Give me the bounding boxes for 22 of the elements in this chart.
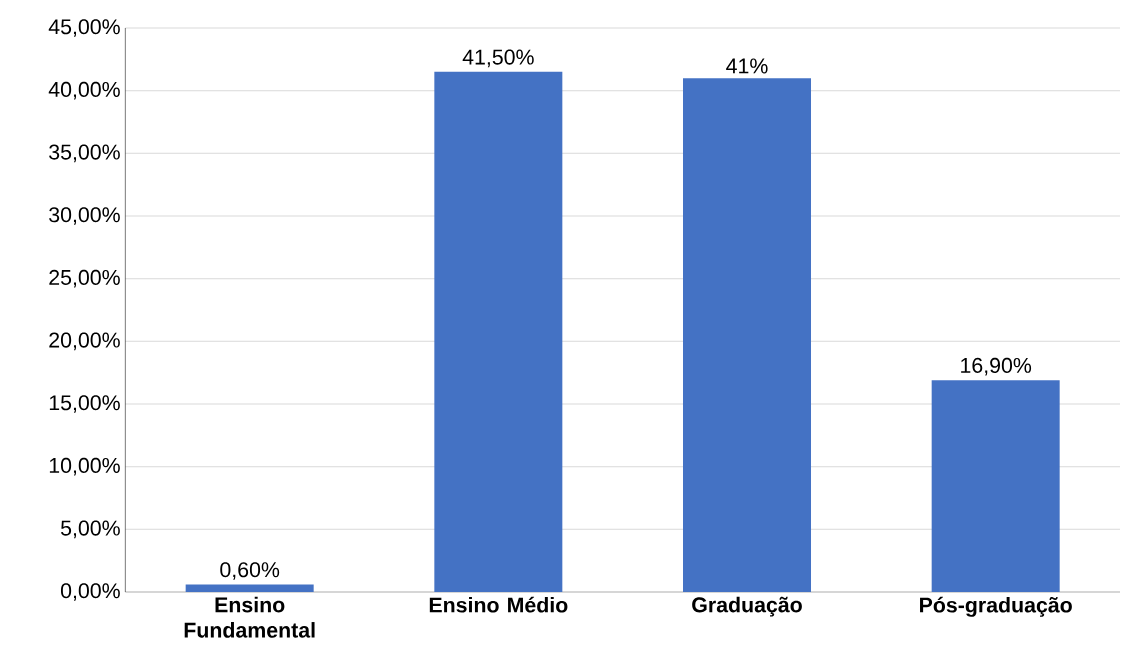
x-tick-label: Ensino Fundamental: [184, 596, 315, 638]
y-tick-label: 35,00%: [49, 144, 120, 163]
data-label: 0,60%: [220, 562, 280, 580]
data-label: 41%: [726, 58, 768, 74]
bar: [434, 71, 563, 592]
y-tick-label: 25,00%: [49, 269, 120, 288]
bar: [683, 78, 812, 592]
y-tick-label: 45,00%: [48, 19, 120, 37]
bar: [185, 584, 314, 592]
x-tick-label: Ensino Médio: [429, 596, 568, 613]
data-label: 41,50%: [462, 49, 534, 68]
y-tick-label: 10,00%: [49, 457, 120, 476]
y-tick-label: 40,00%: [48, 81, 120, 100]
x-tick-label: Graduação: [692, 596, 802, 617]
y-tick-label: 20,00%: [49, 332, 120, 351]
data-label: 16,90%: [961, 357, 1032, 376]
y-tick-label: 15,00%: [49, 395, 120, 413]
y-tick-label: 5,00%: [60, 520, 120, 539]
y-tick-label: 0,00%: [60, 583, 120, 601]
bar: [931, 380, 1060, 592]
y-tick-label: 30,00%: [49, 207, 120, 225]
x-tick-label: Pós-graduação: [920, 596, 1072, 617]
